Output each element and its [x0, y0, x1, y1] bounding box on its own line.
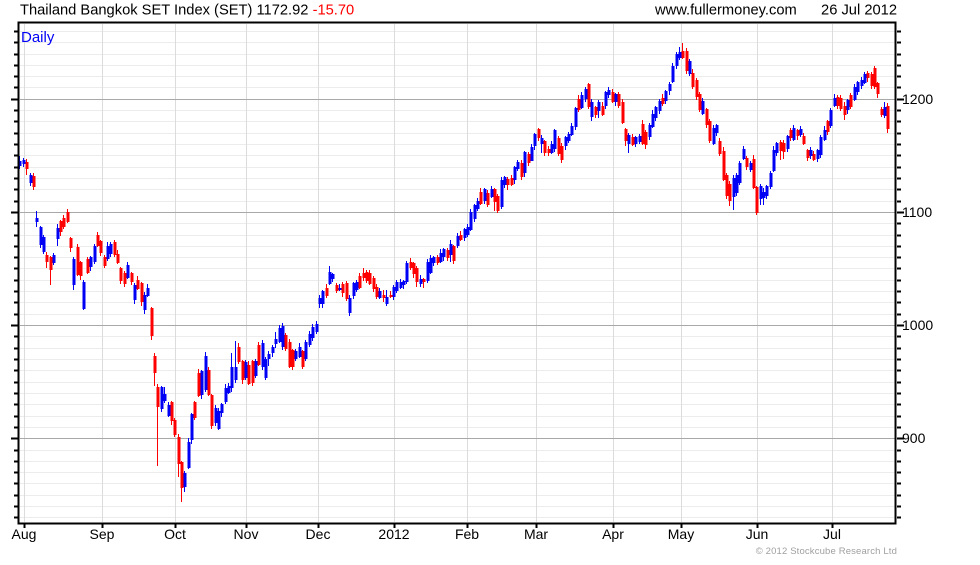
svg-text:1200: 1200 [902, 91, 933, 107]
svg-text:Aug: Aug [12, 526, 37, 542]
svg-text:Thailand Bangkok SET Index (SE: Thailand Bangkok SET Index (SET) 1172.92… [20, 3, 354, 19]
svg-text:Jun: Jun [746, 526, 769, 542]
svg-text:900: 900 [902, 430, 926, 446]
svg-text:www.fullermoney.com: www.fullermoney.com [654, 3, 797, 19]
svg-text:© 2012 Stockcube Research Ltd: © 2012 Stockcube Research Ltd [756, 546, 897, 557]
svg-text:May: May [668, 526, 694, 542]
svg-text:Jul: Jul [823, 526, 841, 542]
svg-text:1000: 1000 [902, 317, 933, 333]
svg-text:Mar: Mar [524, 526, 548, 542]
svg-text:2012: 2012 [378, 526, 409, 542]
svg-text:Daily: Daily [21, 29, 55, 46]
svg-text:Feb: Feb [455, 526, 479, 542]
svg-text:Dec: Dec [306, 526, 331, 542]
svg-text:Nov: Nov [234, 526, 259, 542]
svg-text:26 Jul 2012: 26 Jul 2012 [821, 3, 897, 19]
svg-text:Sep: Sep [90, 526, 115, 542]
svg-text:Oct: Oct [164, 526, 186, 542]
svg-text:Apr: Apr [602, 526, 624, 542]
svg-text:1100: 1100 [902, 204, 932, 220]
